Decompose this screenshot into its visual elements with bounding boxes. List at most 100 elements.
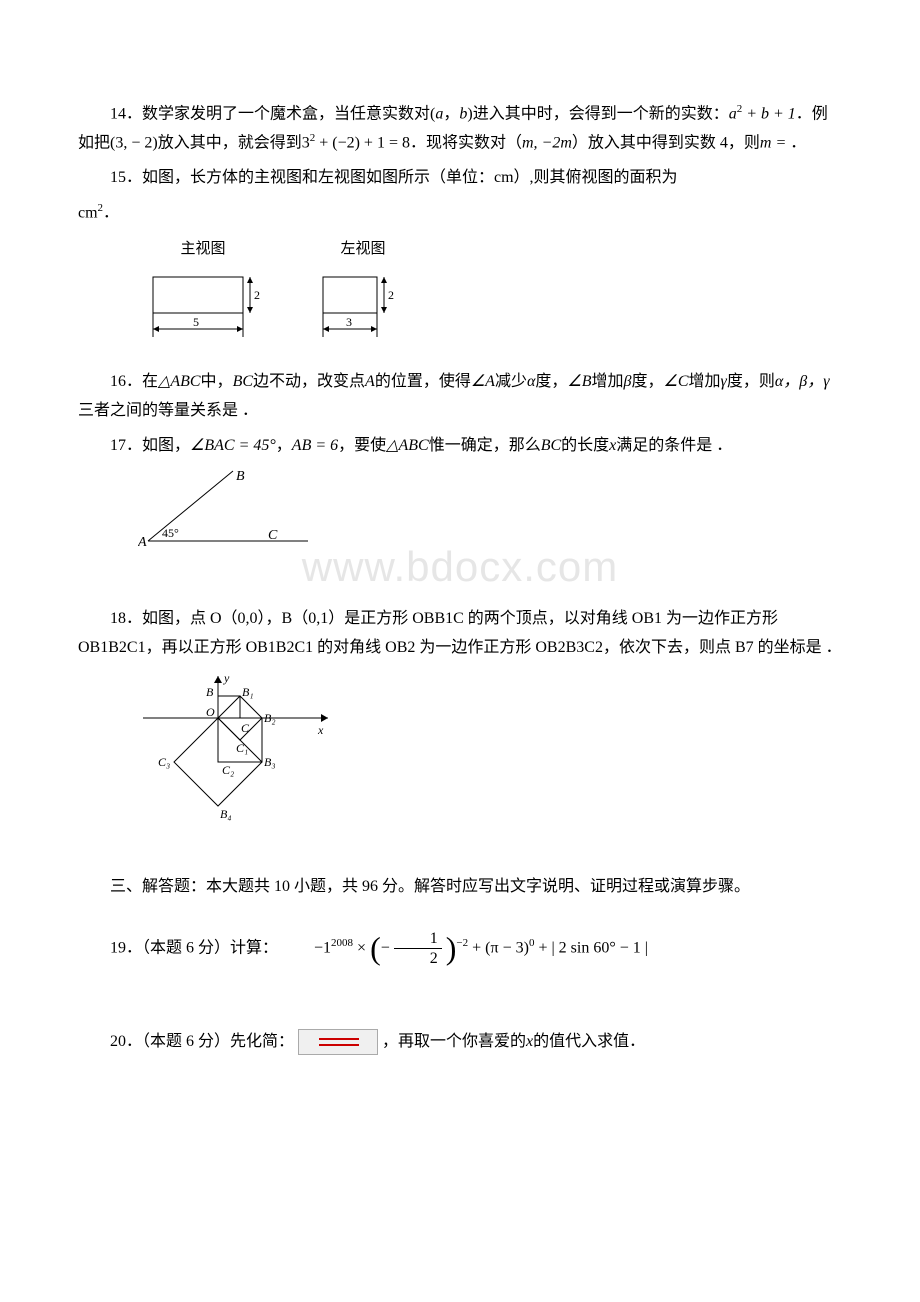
q16-A: A — [365, 373, 375, 390]
q16-greeks: α，β，γ — [775, 373, 830, 390]
q16-bc: BC — [233, 373, 253, 390]
q16-p1: 16．在 — [110, 373, 158, 390]
svg-text:2: 2 — [388, 288, 394, 302]
rparen-icon: ) — [446, 930, 457, 966]
svg-text:2: 2 — [254, 288, 260, 302]
svg-text:C: C — [268, 528, 278, 543]
q16-beta: β — [624, 373, 632, 390]
q17-figure: A B C 45° — [138, 466, 842, 563]
left-view-label: 左视图 — [308, 236, 418, 263]
q16-angB: ∠B — [567, 373, 591, 390]
q17-p5: 的长度 — [561, 437, 609, 454]
q14-text: 14．数学家发明了一个魔术盒，当任意实数对 — [110, 105, 430, 122]
q19-den: 2 — [394, 949, 442, 968]
question-19: 19．（本题 6 分）计算： −12008 × (−12)−2 + (π − 3… — [78, 920, 842, 978]
q17-bc: BC — [541, 437, 561, 454]
svg-text:A: A — [138, 535, 147, 550]
svg-text:y: y — [223, 671, 230, 685]
svg-text:C₃: C₃ — [158, 755, 170, 769]
q16-p5: 减少 — [495, 373, 527, 390]
q14-expr2a: 3 — [302, 134, 310, 151]
q14-expr1a: a — [729, 105, 737, 122]
q16-p7: 增加 — [592, 373, 624, 390]
q16-p9: 增加 — [689, 373, 721, 390]
svg-text:C₂: C₂ — [222, 763, 234, 777]
q20-p1: 20．（本题 6 分）先化简： — [110, 1033, 294, 1050]
q17-p4: 惟一确定，那么 — [429, 437, 541, 454]
q19-pi: (π − 3) — [485, 939, 529, 956]
q15-text: 15．如图，长方体的主视图和左视图如图所示（单位：cm）,则其俯视图的面积为 — [110, 169, 678, 186]
q19-formula: −12008 × (−12)−2 + (π − 3)0 + | 2 sin 60… — [282, 920, 648, 978]
svg-text:x: x — [317, 723, 324, 737]
question-17: 17．如图，∠BAC = 45°，AB = 6，要使△ABC惟一确定，那么BC的… — [78, 432, 842, 461]
main-view-label: 主视图 — [138, 236, 268, 263]
q19-neg1: −1 — [314, 939, 331, 956]
svg-text:B₂: B₂ — [264, 711, 276, 725]
q14-meq: m = — [760, 134, 790, 151]
q18-text: 18．如图，点 O（0,0），B（0,1）是正方形 OBB1C 的两个顶点，以对… — [78, 610, 842, 656]
left-view: 左视图 2 3 — [308, 236, 418, 358]
q19-2008: 2008 — [331, 937, 353, 949]
q20-p2: ，再取一个你喜爱的 — [382, 1033, 526, 1050]
q15-dot: ． — [103, 204, 119, 221]
q19-lead: 19．（本题 6 分）计算： — [110, 939, 278, 956]
q15-figure: 主视图 2 5 左视图 2 — [138, 236, 842, 358]
svg-text:3: 3 — [346, 315, 352, 329]
q17-p2: ， — [276, 437, 292, 454]
question-16: 16．在△ABC中，BC边不动，改变点A的位置，使得∠A减少α度，∠B增加β度，… — [78, 368, 842, 426]
q17-p1: 17．如图， — [110, 437, 190, 454]
svg-text:C: C — [241, 721, 250, 735]
q17-ab: AB = 6 — [292, 437, 338, 454]
q14-expr2b: + (−2) + 1 = 8 — [315, 134, 410, 151]
q19-plus1: + — [468, 939, 485, 956]
q19-abs: | 2 sin 60° − 1 | — [551, 939, 648, 956]
q19-minus: − — [381, 939, 390, 956]
q15-unit: cm2． — [78, 199, 842, 228]
q16-tri: △ABC — [158, 373, 201, 390]
lparen-icon: ( — [370, 930, 381, 966]
q16-p6: 度， — [535, 373, 567, 390]
svg-text:5: 5 — [193, 315, 199, 329]
q14-text5: ．现将实数对（ — [410, 134, 522, 151]
section-3-header: 三、解答题：本大题共 10 小题，共 96 分。解答时应写出文字说明、证明过程或… — [78, 873, 842, 902]
question-15: 15．如图，长方体的主视图和左视图如图所示（单位：cm）,则其俯视图的面积为 — [78, 164, 842, 193]
q19-times: × — [353, 939, 370, 956]
q18-figure: x y O B B₁ C B₂ C₁ B₃ C₂ B₄ C₃ — [138, 670, 842, 861]
q19-neg2: −2 — [456, 937, 468, 949]
q14-sep: ， — [443, 105, 459, 122]
q16-p10: 度，则 — [727, 373, 775, 390]
svg-text:B: B — [236, 469, 245, 484]
question-14: 14．数学家发明了一个魔术盒，当任意实数对(a，b)进入其中时，会得到一个新的实… — [78, 100, 842, 158]
q14-text2: 进入其中时，会得到一个新的实数： — [473, 105, 729, 122]
q16-p8: 度， — [632, 373, 664, 390]
q14-m1: m — [522, 134, 534, 151]
svg-text:O: O — [206, 705, 215, 719]
broken-image-icon — [298, 1029, 378, 1055]
question-18: 18．如图，点 O（0,0），B（0,1）是正方形 OBB1C 的两个顶点，以对… — [78, 605, 842, 663]
main-view-svg: 2 5 — [138, 267, 268, 347]
q16-angA: ∠A — [471, 373, 495, 390]
svg-text:B: B — [206, 685, 214, 699]
q14-text6: ）放入其中得到实数 4，则 — [572, 134, 760, 151]
q14-expr1b: + b + 1 — [742, 105, 796, 122]
q16-p2: 中， — [201, 373, 233, 390]
svg-text:B₁: B₁ — [242, 685, 254, 699]
svg-text:B₃: B₃ — [264, 755, 276, 769]
q16-p3: 边不动，改变点 — [253, 373, 365, 390]
svg-text:C₁: C₁ — [236, 741, 248, 755]
q14-pair2: (3, − 2) — [110, 134, 158, 151]
svg-text:45°: 45° — [162, 526, 179, 540]
q17-p6: 满足的条件是 ． — [616, 437, 732, 454]
q14-text4: 放入其中，就会得到 — [158, 134, 302, 151]
q16-p11: 三者之间的等量关系是 ． — [78, 402, 258, 419]
q15-cm: cm — [78, 204, 98, 221]
q14-neg2m: , −2m — [534, 134, 572, 151]
svg-text:B₄: B₄ — [220, 807, 232, 821]
q19-plus2: + — [534, 939, 551, 956]
main-view: 主视图 2 5 — [138, 236, 268, 358]
q14-text7: ． — [790, 134, 806, 151]
q16-angC: ∠C — [664, 373, 689, 390]
q17-angle: ∠BAC = 45° — [190, 437, 276, 454]
q19-frac: 12 — [394, 929, 442, 968]
left-view-svg: 2 3 — [308, 267, 418, 347]
